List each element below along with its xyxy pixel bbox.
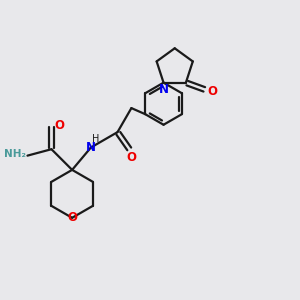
Text: N: N: [86, 141, 96, 154]
Text: O: O: [67, 211, 77, 224]
Text: O: O: [207, 85, 217, 98]
Text: H: H: [92, 134, 100, 144]
Text: N: N: [158, 82, 169, 96]
Text: O: O: [55, 119, 64, 132]
Text: NH₂: NH₂: [4, 149, 26, 159]
Text: O: O: [126, 151, 136, 164]
